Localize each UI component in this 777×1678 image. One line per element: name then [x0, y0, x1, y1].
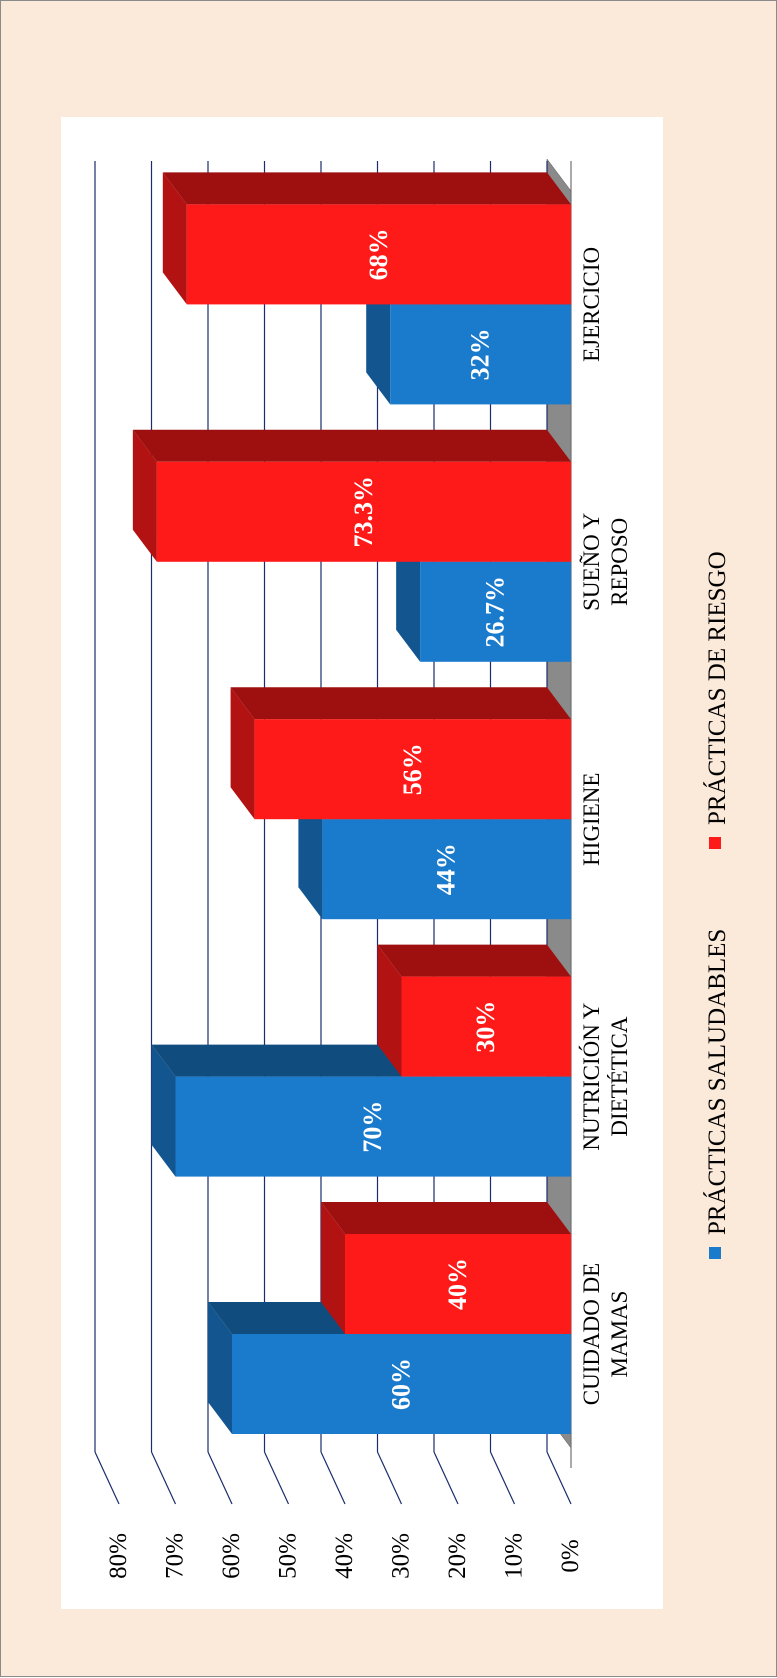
bar-side-face [298, 787, 323, 920]
legend-swatch [709, 837, 721, 849]
bar [254, 719, 571, 820]
value-tick-label: 0% [557, 1539, 584, 1572]
value-tick-label: 60% [218, 1533, 245, 1579]
legend-label: PRÁCTICAS SALUDABLES [703, 929, 731, 1235]
gridline-diagonal [546, 1451, 572, 1505]
category-label: DIETÉTICA [607, 1016, 632, 1136]
bar-side-face [396, 529, 421, 662]
bar [175, 1076, 571, 1177]
bar-top-face [162, 172, 572, 205]
category-label: CUIDADO DE [579, 1263, 604, 1405]
gridline-diagonal [150, 1451, 177, 1505]
gridline-diagonal [376, 1451, 403, 1505]
bar [401, 976, 571, 1077]
legend-swatch [709, 1247, 721, 1259]
data-label: 32% [466, 328, 495, 380]
bar [420, 561, 571, 662]
data-label: 70% [358, 1101, 387, 1153]
bar [390, 304, 571, 405]
bar-top-face [377, 944, 571, 977]
gridline-diagonal [263, 1451, 290, 1505]
data-label: 30% [471, 1001, 500, 1053]
data-label: 56% [398, 743, 427, 795]
gridline-diagonal [94, 1451, 120, 1505]
bar-side-face [162, 172, 187, 305]
bar-side-face [132, 429, 157, 562]
bar [345, 1234, 571, 1334]
bar-side-face [366, 272, 391, 405]
category-label: EJERCICIO [579, 247, 604, 362]
data-label: 44% [432, 843, 461, 895]
data-label: 68% [364, 228, 393, 280]
value-tick-label: 50% [275, 1533, 302, 1579]
value-tick-label: 70% [162, 1533, 189, 1579]
category-label: MAMAS [607, 1291, 632, 1378]
gridline-diagonal [207, 1451, 233, 1505]
bar [322, 819, 571, 920]
bar-side-face [230, 687, 255, 820]
category-label: HIGIENE [579, 773, 604, 866]
gridline-diagonal [433, 1451, 459, 1505]
bar [232, 1334, 571, 1434]
bar-side-face [321, 1202, 345, 1334]
bar [186, 204, 572, 305]
category-label: NUTRICIÓN Y [578, 1002, 604, 1150]
data-label: 73.3% [349, 476, 378, 548]
value-tick-label: 10% [501, 1533, 528, 1579]
data-label: 40% [443, 1258, 472, 1310]
value-tick-label: 40% [331, 1533, 358, 1579]
value-tick-label: 80% [105, 1533, 132, 1579]
bar [156, 461, 572, 562]
gridline-diagonal [320, 1451, 346, 1505]
bar-top-face [321, 1202, 571, 1234]
data-label: 60% [387, 1358, 416, 1410]
category-label: REPOSO [607, 518, 632, 606]
bar-side-face [377, 944, 402, 1077]
category-label: SUEÑO Y [579, 512, 604, 611]
bar-top-face [132, 429, 572, 462]
bar-side-face [151, 1044, 176, 1177]
bar-side-face [208, 1302, 232, 1434]
bar-top-face [230, 687, 571, 720]
legend-label: PRÁCTICAS DE RIESGO [703, 551, 731, 825]
data-label: 26.7% [481, 576, 510, 648]
value-tick-label: 20% [444, 1533, 471, 1579]
value-tick-label: 30% [388, 1533, 415, 1579]
gridline-diagonal [489, 1451, 516, 1505]
